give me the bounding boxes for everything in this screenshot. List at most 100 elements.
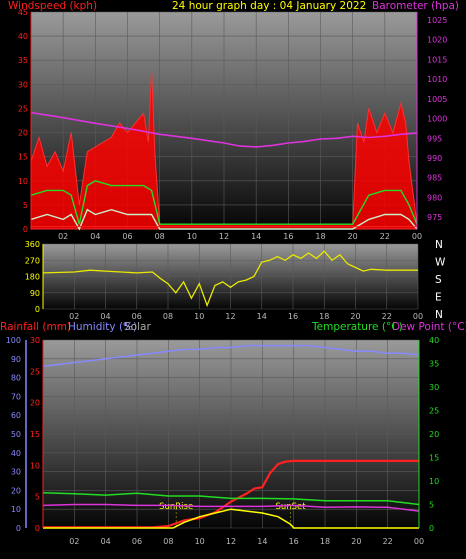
rain-x-tick-label: 16 (289, 537, 299, 546)
hum-tick-label: 70 (11, 392, 21, 401)
solar-axis-label: Solar (124, 321, 151, 333)
wind-tick-label: 35 (18, 56, 28, 65)
rain-x-tick-label: 00 (414, 537, 424, 546)
temp-tick-label: 40 (429, 336, 439, 345)
wind-tick-label: 15 (18, 153, 28, 162)
wind-x-tick-label: 06 (122, 232, 132, 241)
hum-tick-label: 30 (11, 468, 21, 477)
direction-series (42, 250, 418, 308)
dir-x-tick-label: 06 (132, 312, 142, 321)
baro-tick-label: 1005 (427, 95, 447, 104)
temperature-axis-label: Temperature (°C) (311, 321, 403, 333)
wind-x-tick-label: 10 (187, 232, 197, 241)
dir-x-tick-label: 20 (350, 312, 360, 321)
rain-x-tick-label: 06 (132, 537, 142, 546)
rain-x-tick-label: 10 (195, 537, 205, 546)
dir-tick-label: 0 (35, 305, 40, 314)
rain-tick-label: 10 (30, 461, 40, 470)
wind-tick-label: 45 (18, 8, 28, 17)
rain-tick-label: 5 (35, 493, 40, 502)
compass-label: S (435, 274, 442, 286)
wind-x-tick-label: 14 (251, 232, 261, 241)
rain-tick-label: 15 (30, 430, 40, 439)
dir-x-tick-label: 08 (163, 312, 173, 321)
wind-tick-label: 25 (18, 104, 28, 113)
temp-tick-label: 15 (429, 454, 439, 463)
hum-tick-label: 80 (11, 374, 21, 383)
compass-label: N (435, 309, 443, 321)
hum-tick-label: 50 (11, 430, 21, 439)
baro-tick-label: 985 (427, 174, 442, 183)
rain-tick-label: 25 (30, 367, 40, 376)
dir-x-tick-label: 16 (288, 312, 298, 321)
dir-x-tick-label: 10 (194, 312, 204, 321)
hum-tick-label: 60 (11, 411, 21, 420)
dir-tick-label: 180 (25, 273, 40, 282)
baro-tick-label: 990 (427, 154, 442, 163)
temp-tick-label: 30 (429, 383, 439, 392)
dir-x-tick-label: 12 (225, 312, 235, 321)
temp-tick-label: 25 (429, 407, 439, 416)
wind-x-tick-label: 08 (155, 232, 165, 241)
compass-label: N (435, 239, 443, 251)
dir-tick-label: 270 (25, 256, 40, 265)
wind-tick-label: 10 (18, 177, 28, 186)
wind-x-tick-label: 16 (283, 232, 293, 241)
wind-x-tick-label: 00 (412, 232, 422, 241)
temp-tick-label: 5 (429, 501, 434, 510)
rain-x-tick-label: 22 (383, 537, 393, 546)
compass-label: E (435, 292, 442, 304)
sun-annotation: SunRise (159, 502, 193, 512)
wind-x-tick-label: 18 (315, 232, 325, 241)
temp-tick-label: 20 (429, 430, 439, 439)
dir-x-tick-label: 04 (100, 312, 110, 321)
wind-x-tick-label: 20 (348, 232, 358, 241)
humidity-axis-label: Humidity (%) (68, 321, 137, 333)
rain-x-tick-label: 14 (257, 537, 267, 546)
dir-tick-label: 90 (30, 289, 40, 298)
wind_min-series (30, 208, 418, 231)
hum-tick-label: 0 (16, 524, 21, 533)
baro-tick-label: 995 (427, 134, 442, 143)
rain-x-tick-label: 12 (226, 537, 236, 546)
baro-tick-label: 980 (427, 193, 442, 202)
wind-axis-label: Windspeed (kph) (8, 0, 97, 12)
baro-tick-label: 1025 (427, 16, 447, 25)
solar-series (43, 508, 419, 529)
wind-x-tick-label: 12 (219, 232, 229, 241)
temp-tick-label: 0 (429, 524, 434, 533)
wind-tick-label: 40 (18, 32, 28, 41)
dir-x-tick-label: 02 (69, 312, 79, 321)
wind-x-tick-label: 04 (90, 232, 100, 241)
dew-series (42, 503, 420, 512)
wind-x-tick-label: 02 (58, 232, 68, 241)
wind-tick-label: 0 (23, 225, 28, 234)
baro-tick-label: 975 (427, 213, 442, 222)
wind-tick-label: 20 (18, 129, 28, 138)
baro-axis-label: Barometer (hpa) (372, 0, 459, 12)
dir-x-tick-label: 22 (382, 312, 392, 321)
rain-x-tick-label: 08 (163, 537, 173, 546)
wind-gust-series (30, 69, 418, 230)
rain-x-tick-label: 18 (320, 537, 330, 546)
rain-tick-label: 0 (35, 524, 40, 533)
hum-tick-label: 20 (11, 486, 21, 495)
rain-series (43, 459, 419, 529)
hum-tick-label: 100 (6, 336, 21, 345)
dir-tick-label: 360 (25, 240, 40, 249)
baro-tick-label: 1020 (427, 36, 447, 45)
sun-annotation: SunSet (275, 502, 306, 512)
hum-tick-label: 10 (11, 505, 21, 514)
rainfall-axis-label: Rainfall (mm) (0, 321, 71, 333)
wind-x-tick-label: 22 (380, 232, 390, 241)
wind-tick-label: 5 (23, 201, 28, 210)
wind-tick-label: 30 (18, 80, 28, 89)
compass-label: W (435, 257, 446, 269)
wind_avg-series (30, 180, 418, 225)
temp-series (42, 492, 420, 506)
rain-x-tick-label: 20 (351, 537, 361, 546)
baro-tick-label: 1010 (427, 75, 447, 84)
dir-x-tick-label: 18 (319, 312, 329, 321)
